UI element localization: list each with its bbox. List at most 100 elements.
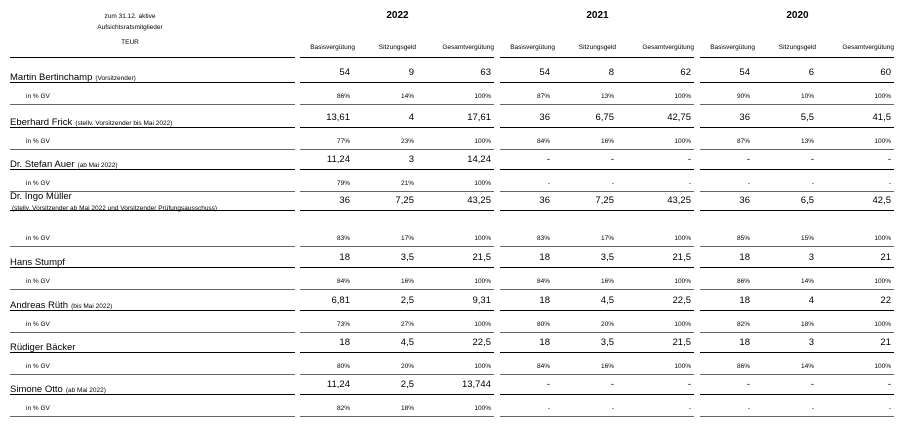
pct-cell: 14%: [800, 278, 814, 285]
value-cell: 18: [339, 337, 350, 348]
pct-cell: 100%: [674, 321, 691, 328]
row-underline: [500, 352, 694, 353]
pct-cell: 14%: [800, 363, 814, 370]
member-label: Martin Bertinchamp (Vorsitzender): [10, 67, 136, 85]
header-label-line1: zum 31.12. aktive: [104, 13, 156, 20]
member-label: Eberhard Frick (stellv. Vorsitzender bis …: [10, 112, 172, 130]
pct-row-underline: [300, 149, 494, 150]
column-header: Basisvergütung: [710, 44, 755, 51]
row-underline: [500, 267, 694, 268]
value-cell: 54: [539, 67, 550, 78]
value-cell: 18: [539, 337, 550, 348]
pct-row-underline: [10, 416, 295, 417]
value-cell: 8: [608, 67, 614, 78]
pct-label: in % GV: [26, 363, 50, 370]
value-cell: 5,5: [800, 112, 814, 123]
pct-cell: 79%: [336, 180, 350, 187]
pct-cell: 17%: [400, 235, 414, 242]
value-cell: 7,25: [595, 195, 615, 206]
row-underline: [300, 310, 494, 311]
row-underline: [10, 352, 295, 353]
pct-row-underline: [500, 191, 694, 192]
value-cell: 9,31: [472, 295, 492, 306]
pct-row-underline: [300, 246, 494, 247]
value-cell: 4,5: [400, 337, 414, 348]
pct-cell: 86%: [336, 93, 350, 100]
value-cell: 13,61: [326, 112, 350, 123]
row-underline: [300, 394, 494, 395]
value-cell: 22,5: [672, 295, 692, 306]
member-name: Eberhard Frick: [10, 117, 73, 128]
value-cell: 6,5: [800, 195, 814, 206]
value-cell: 43,25: [467, 195, 491, 206]
pct-row-underline: [300, 289, 494, 290]
pct-row-underline: [500, 416, 694, 417]
pct-cell: 100%: [874, 278, 891, 285]
pct-cell: 16%: [600, 278, 614, 285]
row-underline: [300, 352, 494, 353]
value-cell: 18: [739, 337, 750, 348]
row-underline: [10, 267, 295, 268]
header-underline: [500, 57, 694, 58]
pct-cell: 84%: [536, 138, 550, 145]
pct-row-underline: [10, 104, 295, 105]
pct-label: in % GV: [26, 321, 50, 328]
value-cell: 42,75: [667, 112, 691, 123]
header-underline: [300, 57, 494, 58]
pct-label: in % GV: [26, 405, 50, 412]
value-cell: 11,24: [326, 154, 350, 165]
pct-row-underline: [300, 191, 494, 192]
value-cell: 9: [408, 67, 414, 78]
row-underline: [10, 394, 295, 395]
member-name: Hans Stumpf: [10, 257, 65, 268]
pct-row-underline: [300, 416, 494, 417]
pct-row-underline: [10, 332, 295, 333]
pct-label: in % GV: [26, 180, 50, 187]
pct-row-underline: [700, 104, 894, 105]
value-cell: 4,5: [600, 295, 614, 306]
value-cell: -: [887, 154, 891, 165]
pct-cell: -: [888, 405, 891, 412]
header-label-line2: Aufsichtsratsmitglieder: [97, 24, 163, 31]
value-cell: 42,5: [872, 195, 892, 206]
year-heading-2022: 2022: [386, 10, 409, 21]
pct-cell: 13%: [600, 93, 614, 100]
pct-cell: 100%: [474, 180, 491, 187]
pct-cell: 83%: [336, 235, 350, 242]
value-cell: 22: [880, 295, 891, 306]
column-header: Gesamtvergütung: [442, 44, 494, 51]
pct-cell: 17%: [600, 235, 614, 242]
pct-cell: 18%: [800, 321, 814, 328]
value-cell: -: [610, 154, 614, 165]
pct-cell: 80%: [536, 321, 550, 328]
pct-row-underline: [700, 374, 894, 375]
value-cell: 60: [880, 67, 891, 78]
pct-cell: 82%: [336, 405, 350, 412]
pct-cell: 100%: [474, 321, 491, 328]
value-cell: 7,25: [395, 195, 415, 206]
header-unit: TEUR: [121, 39, 139, 46]
pct-cell: 82%: [736, 321, 750, 328]
value-cell: 36: [539, 195, 550, 206]
column-header: Basisvergütung: [310, 44, 355, 51]
value-cell: 14,24: [467, 154, 491, 165]
pct-cell: 87%: [536, 93, 550, 100]
pct-row-underline: [700, 246, 894, 247]
pct-cell: 100%: [674, 138, 691, 145]
row-underline: [700, 267, 894, 268]
value-cell: 18: [539, 295, 550, 306]
row-underline: [700, 352, 894, 353]
pct-row-underline: [700, 289, 894, 290]
pct-cell: 100%: [674, 235, 691, 242]
pct-cell: 16%: [400, 278, 414, 285]
value-cell: 36: [739, 112, 750, 123]
pct-cell: 20%: [600, 321, 614, 328]
pct-cell: 14%: [400, 93, 414, 100]
value-cell: 43,25: [667, 195, 691, 206]
value-cell: 21,5: [672, 337, 692, 348]
pct-cell: -: [688, 405, 691, 412]
value-cell: 63: [480, 67, 491, 78]
year-heading-2020: 2020: [786, 10, 809, 21]
column-header: Gesamtvergütung: [842, 44, 894, 51]
pct-cell: 23%: [400, 138, 414, 145]
